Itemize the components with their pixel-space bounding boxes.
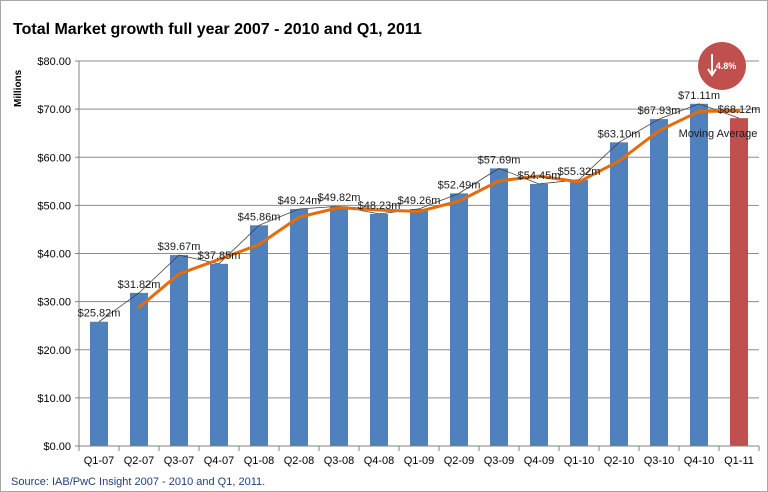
bar-top-connector — [98, 103, 740, 323]
y-tick-label: $40.00 — [37, 249, 71, 261]
data-label: $49.82m — [318, 192, 361, 204]
x-tick-label: Q4-09 — [524, 455, 555, 467]
x-tick-label: Q1-10 — [564, 455, 595, 467]
y-tick-label: $10.00 — [37, 393, 71, 405]
bar-q2-08 — [290, 209, 308, 446]
label-connector-line — [98, 103, 740, 323]
data-label: $55.32m — [558, 166, 601, 178]
bar-q1-09 — [410, 208, 428, 446]
x-tick-label: Q4-08 — [364, 455, 395, 467]
data-label: $31.82m — [118, 279, 161, 291]
data-labels: $25.82m $31.82m $39.67m$37.85m $45.86m $49.2… — [78, 90, 761, 320]
bar-q3-07 — [170, 255, 188, 446]
x-tick-label: Q4-10 — [684, 455, 715, 467]
annotations: Moving Average 4.8% — [679, 42, 758, 140]
chart-title: Total Market growth full year 2007 - 201… — [13, 21, 422, 38]
bar-q1-11 — [730, 118, 748, 447]
x-tick-label: Q1-11 — [724, 455, 754, 467]
arrow-down-icon-head — [707, 68, 717, 77]
data-label: $39.67m — [158, 241, 201, 253]
bar-q2-09 — [450, 193, 468, 446]
y-tick-label: $0.00 — [43, 441, 71, 453]
bar-q4-10 — [690, 103, 708, 446]
bar-q1-10 — [570, 179, 588, 446]
bar-q3-08 — [330, 206, 348, 446]
badge-text: 4.8% — [716, 61, 737, 71]
x-tick-label: Q3-07 — [164, 455, 195, 467]
data-label: $71.11m — [678, 90, 720, 102]
x-tick-label: Q2-08 — [284, 455, 315, 467]
moving-average-line — [137, 109, 741, 309]
data-label: $48.23m — [358, 200, 401, 212]
data-label: $52.49m — [438, 179, 481, 191]
bars — [90, 103, 748, 447]
x-tick-label: Q2-09 — [444, 455, 475, 467]
data-label: $49.26m — [398, 195, 441, 207]
axes: $0.00 $10.00 $20.00 $30.00 $40.00 $50.00 $60.0… — [37, 56, 760, 467]
bar-q2-10 — [610, 142, 628, 447]
moving-average-series — [137, 109, 741, 309]
data-label: $45.86m — [238, 211, 281, 223]
x-tick-label: Q3-10 — [644, 455, 675, 467]
badge-circle — [698, 42, 746, 90]
bar-q2-07 — [130, 292, 148, 446]
x-tick-label: Q1-09 — [404, 455, 435, 467]
bar-q4-08 — [370, 213, 388, 446]
data-label: $37.85m — [198, 250, 241, 262]
moving-average-label: Moving Average — [679, 128, 758, 140]
y-tick-label: $50.00 — [37, 200, 71, 212]
y-tick-label: $20.00 — [37, 345, 71, 357]
x-tick-label: Q3-08 — [324, 455, 355, 467]
x-tick-label: Q1-07 — [84, 455, 115, 467]
y-tick-label: $30.00 — [37, 297, 71, 309]
x-tick-label: Q3-09 — [484, 455, 515, 467]
y-tick-label: $60.00 — [37, 152, 71, 164]
x-tick-label: Q4-07 — [204, 455, 235, 467]
bar-q3-10 — [650, 119, 668, 446]
bar-q1-07 — [90, 321, 108, 446]
data-label: $49.24m — [278, 195, 321, 207]
bar-q1-08 — [250, 225, 268, 446]
bar-q3-09 — [490, 168, 508, 446]
data-label: $63.10m — [598, 128, 641, 140]
x-tick-label: Q2-07 — [124, 455, 155, 467]
source-note: Source: IAB/PwC Insight 2007 - 2010 and … — [11, 476, 266, 488]
bar-q4-07 — [210, 263, 228, 446]
data-label: $57.69m — [478, 154, 521, 166]
y-tick-label: $80.00 — [37, 56, 71, 68]
x-tick-label: Q1-08 — [244, 455, 275, 467]
data-label: $54.45m — [518, 170, 561, 182]
data-label: $67.93m — [638, 105, 681, 117]
y-tick-label: $70.00 — [37, 104, 71, 116]
data-label: $25.82m — [78, 308, 121, 320]
data-label: $68.12m — [718, 104, 761, 116]
bar-q4-09 — [530, 183, 548, 446]
x-tick-label: Q2-10 — [604, 455, 635, 467]
